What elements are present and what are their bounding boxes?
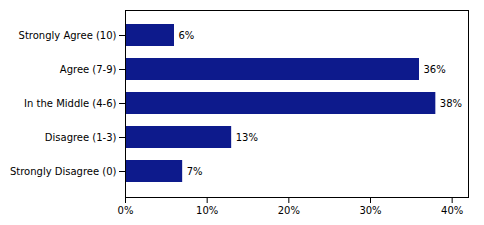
- svg-text:20%: 20%: [278, 205, 300, 216]
- svg-text:7%: 7%: [187, 166, 203, 177]
- svg-text:38%: 38%: [440, 98, 462, 109]
- svg-text:Strongly Disagree (0): Strongly Disagree (0): [10, 166, 117, 177]
- svg-text:13%: 13%: [236, 132, 258, 143]
- svg-text:0%: 0%: [118, 205, 134, 216]
- svg-text:30%: 30%: [359, 205, 381, 216]
- svg-text:40%: 40%: [441, 205, 463, 216]
- svg-text:Agree (7-9): Agree (7-9): [60, 64, 117, 75]
- svg-text:10%: 10%: [196, 205, 218, 216]
- svg-text:Strongly Agree (10): Strongly Agree (10): [19, 30, 117, 41]
- svg-text:36%: 36%: [424, 64, 446, 75]
- svg-text:6%: 6%: [179, 30, 195, 41]
- svg-text:In the Middle (4-6): In the Middle (4-6): [24, 98, 117, 109]
- svg-text:Disagree (1-3): Disagree (1-3): [45, 132, 117, 143]
